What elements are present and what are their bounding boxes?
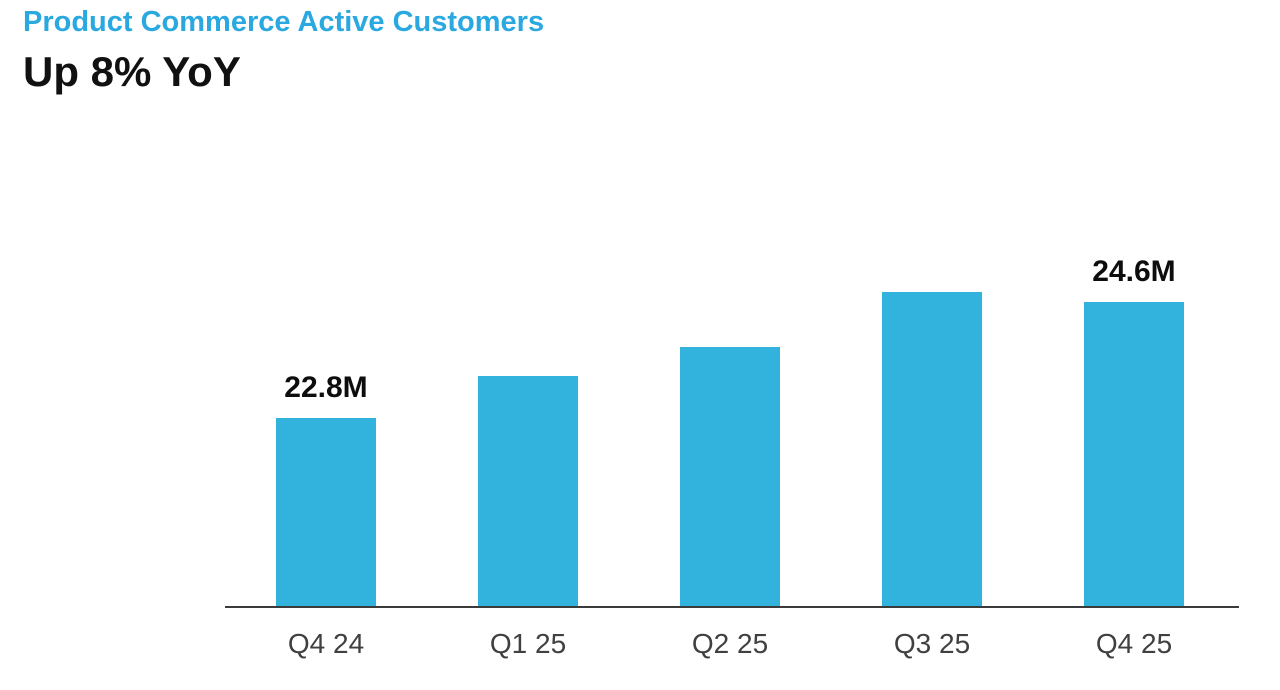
bar-slot-q2-25: Q2 25 bbox=[629, 276, 831, 659]
chart-title: Product Commerce Active Customers bbox=[23, 6, 545, 38]
bar bbox=[680, 347, 780, 606]
bar-value-label: 22.8M bbox=[284, 371, 368, 404]
plot-area: 22.8M Q4 24 Q1 25 Q2 25 Q3 25 24.6M Q4 25 bbox=[225, 255, 1239, 659]
category-label: Q2 25 bbox=[691, 628, 769, 659]
bar bbox=[276, 418, 376, 606]
bar-slot-q3-25: Q3 25 bbox=[831, 276, 1033, 659]
bar bbox=[882, 292, 982, 606]
category-label: Q3 25 bbox=[893, 628, 971, 659]
bar bbox=[478, 376, 578, 606]
category-label: Q4 25 bbox=[1095, 628, 1173, 659]
bar-slot-q4-25: 24.6M Q4 25 bbox=[1033, 255, 1235, 659]
bar-value-label: 24.6M bbox=[1092, 255, 1176, 288]
bar-slot-q4-24: 22.8M Q4 24 bbox=[225, 276, 427, 659]
category-label: Q1 25 bbox=[489, 628, 567, 659]
chart-header: Product Commerce Active Customers Up 8% … bbox=[23, 6, 544, 93]
bar-slot-q1-25: Q1 25 bbox=[427, 276, 629, 659]
category-label: Q4 24 bbox=[287, 628, 365, 659]
bar bbox=[1084, 302, 1184, 606]
chart-subtitle: Up 8% YoY bbox=[23, 48, 241, 96]
